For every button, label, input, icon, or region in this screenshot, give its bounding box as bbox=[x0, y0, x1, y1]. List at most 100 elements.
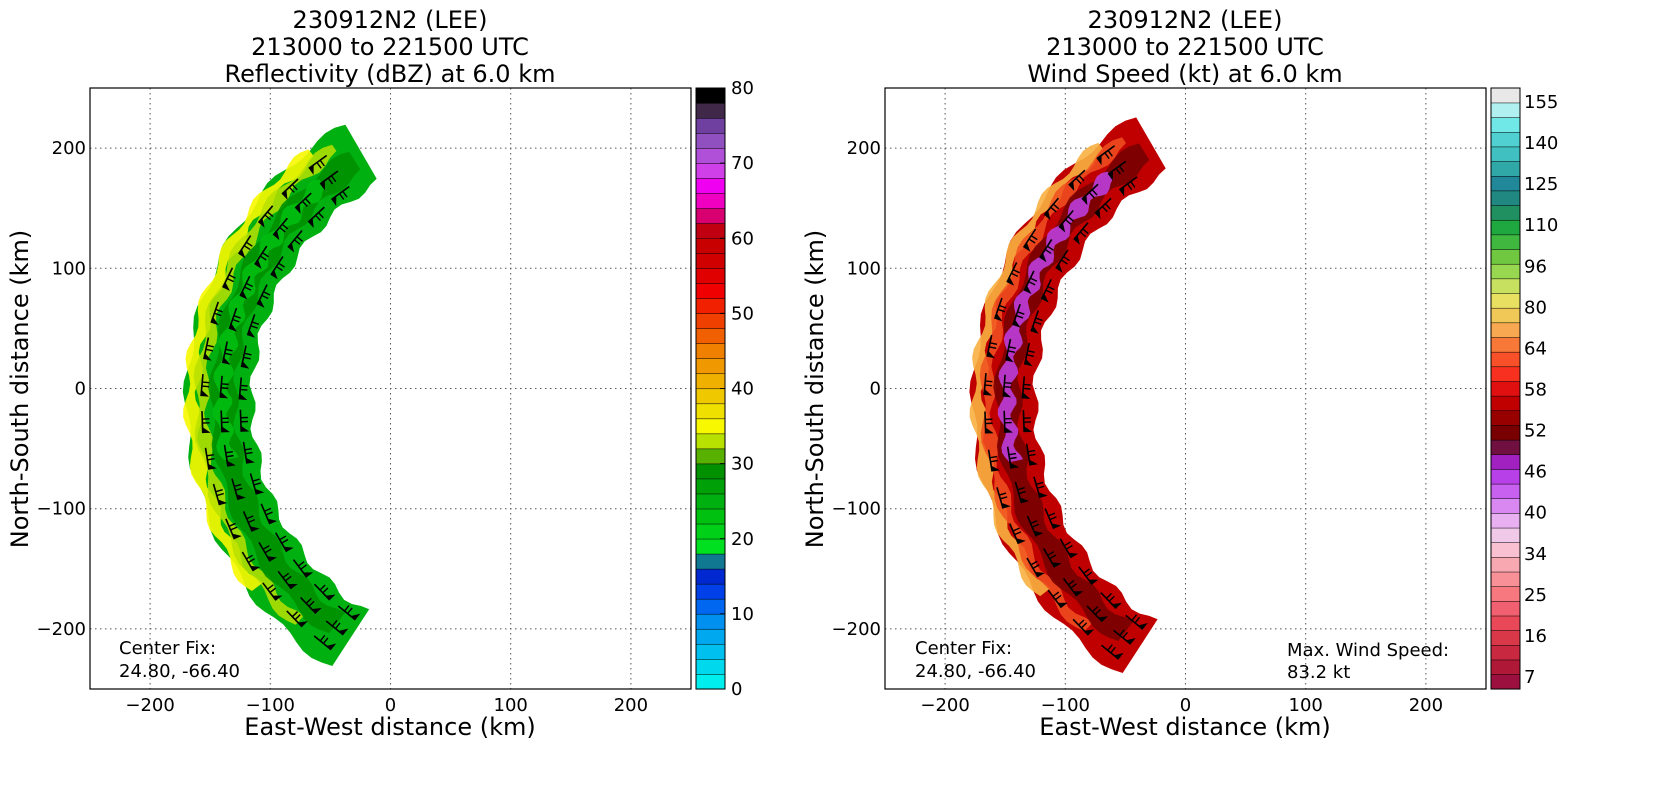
wind-barb bbox=[222, 267, 236, 292]
wind-barb bbox=[1002, 374, 1012, 398]
colorbar-tick-label: 60 bbox=[731, 228, 754, 249]
wind-barb bbox=[337, 605, 361, 621]
colorbar-tick-label: 125 bbox=[1524, 174, 1558, 195]
wind-barb bbox=[257, 205, 274, 228]
y-tick-label: 100 bbox=[847, 258, 881, 279]
wind-barb bbox=[272, 217, 289, 241]
reflectivity-field bbox=[182, 124, 377, 666]
wind-speed-panel: 230912N2 (LEE) 213000 to 221500 UTC Wind… bbox=[801, 6, 1558, 741]
y-tick-label: 0 bbox=[75, 379, 86, 400]
wind-barb bbox=[223, 444, 236, 467]
colorbar-swatch bbox=[1490, 307, 1521, 324]
wind-barb bbox=[246, 314, 260, 338]
wind-barb bbox=[212, 483, 228, 506]
colorbar-swatch bbox=[1490, 659, 1521, 675]
colorbar-swatch bbox=[1490, 102, 1521, 118]
colorbar-swatch bbox=[1490, 146, 1521, 162]
x-tick-label: 0 bbox=[1180, 695, 1191, 716]
center-fix-value: 24.80, -66.40 bbox=[119, 661, 240, 682]
wind-barb bbox=[277, 570, 298, 590]
wind-barb bbox=[1014, 481, 1030, 504]
wind-barb bbox=[220, 410, 230, 433]
y-tick-label: 200 bbox=[52, 138, 86, 159]
wind-barb bbox=[1005, 338, 1016, 363]
wind-barb bbox=[1047, 589, 1068, 609]
title-line-1: 230912N2 (LEE) bbox=[293, 6, 488, 34]
y-tick-labels: −200 −100 0 100 200 bbox=[37, 138, 86, 640]
colorbar-swatch bbox=[695, 403, 726, 420]
colorbar-swatch bbox=[695, 328, 726, 344]
wind-barb bbox=[994, 297, 1007, 322]
colorbar-swatch bbox=[695, 523, 726, 540]
wind-barb bbox=[330, 185, 350, 206]
wind-barb bbox=[203, 337, 214, 361]
colorbar-swatch bbox=[695, 478, 726, 495]
wind-barb bbox=[1078, 566, 1099, 585]
wind-barb bbox=[983, 373, 993, 396]
max-wind-value: 83.2 kt bbox=[1287, 662, 1350, 683]
colorbar-tick-label: 40 bbox=[1524, 503, 1547, 524]
colorbar-swatch bbox=[695, 207, 726, 224]
y-axis-label: North-South distance (km) bbox=[801, 230, 829, 549]
colorbar-tick-label: 7 bbox=[1524, 667, 1535, 688]
y-tick-labels: −200 −100 0 100 200 bbox=[832, 138, 881, 640]
colorbar-swatch bbox=[1490, 644, 1521, 661]
wind-barb bbox=[1118, 176, 1138, 197]
wind-barb bbox=[1081, 183, 1099, 206]
wind-barb bbox=[204, 447, 217, 470]
colorbar-swatch bbox=[695, 553, 726, 570]
title-line-2: 213000 to 221500 UTC bbox=[1046, 33, 1324, 61]
colorbar-swatch bbox=[1490, 512, 1521, 529]
y-tick-label: −200 bbox=[832, 619, 881, 640]
wind-barb bbox=[308, 154, 328, 175]
wind-barb bbox=[281, 178, 299, 200]
wind-barb bbox=[319, 170, 339, 191]
title-line-2: 213000 to 221500 UTC bbox=[251, 33, 529, 61]
colorbar-swatch bbox=[1490, 219, 1521, 236]
wind-barb bbox=[1055, 249, 1070, 273]
colorbar-swatch bbox=[695, 583, 726, 600]
wind-barb bbox=[986, 334, 998, 359]
colorbar-swatch bbox=[1490, 131, 1521, 148]
wind-barb bbox=[1033, 476, 1048, 499]
wind-barb bbox=[1003, 410, 1013, 433]
y-tick-label: −200 bbox=[37, 619, 86, 640]
colorbar-swatch bbox=[695, 117, 726, 134]
wind-barb bbox=[307, 206, 325, 228]
colorbar-tick-label: 80 bbox=[1524, 297, 1547, 318]
field-band bbox=[193, 144, 337, 625]
x-tick-label: 100 bbox=[1289, 695, 1323, 716]
wind-barb bbox=[260, 503, 278, 525]
colorbar-swatch bbox=[695, 87, 726, 104]
wind-barb bbox=[262, 582, 283, 601]
colorbar-swatch bbox=[695, 298, 726, 314]
colorbar-swatch bbox=[1490, 527, 1521, 543]
colorbar-swatch bbox=[695, 283, 726, 299]
reflectivity-colorbar: 0 10 20 30 40 50 60 70 80 bbox=[695, 78, 754, 700]
wind-barb bbox=[286, 610, 308, 628]
x-tick-label: 200 bbox=[614, 695, 648, 716]
colorbar-swatch bbox=[1490, 234, 1521, 250]
wind-barb bbox=[1100, 644, 1124, 660]
wind-barb bbox=[313, 583, 336, 601]
reflectivity-panel: 230912N2 (LEE) 213000 to 221500 UTC Refl… bbox=[6, 6, 754, 741]
colorbar-tick-label: 40 bbox=[731, 379, 754, 400]
x-tick-label: 100 bbox=[494, 695, 528, 716]
wind-barb bbox=[1107, 160, 1127, 181]
colorbar-swatch bbox=[695, 253, 726, 269]
wind-barb bbox=[1094, 197, 1112, 220]
x-tick-labels: −200 −100 0 100 200 bbox=[920, 695, 1443, 716]
colorbar-tick-label: 16 bbox=[1524, 626, 1547, 647]
wind-barb bbox=[1058, 209, 1075, 233]
wind-barb bbox=[1044, 508, 1062, 530]
colorbar-swatch bbox=[695, 162, 726, 179]
wind-barb bbox=[1030, 310, 1043, 334]
wind-barb bbox=[1023, 342, 1035, 367]
colorbar-swatch bbox=[695, 463, 726, 480]
wind-barb bbox=[1023, 270, 1038, 295]
colorbar-tick-label: 52 bbox=[1524, 421, 1547, 442]
wind-barb bbox=[1039, 239, 1054, 263]
y-axis-label: North-South distance (km) bbox=[6, 230, 34, 549]
colorbar-tick-label: 140 bbox=[1524, 133, 1558, 154]
